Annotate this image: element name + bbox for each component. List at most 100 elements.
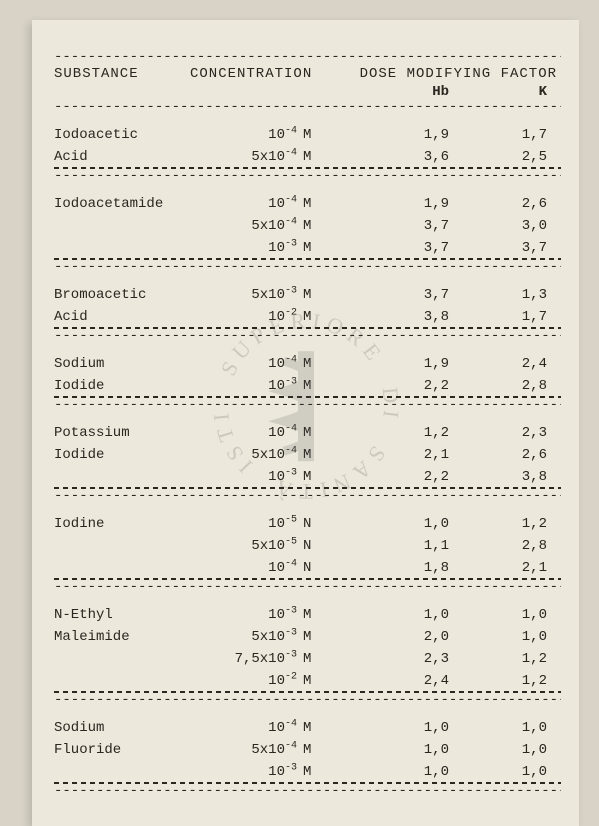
cell-k: 1,0: [467, 761, 553, 783]
table-row: Acid10-2M3,81,7: [54, 306, 561, 329]
cell-hb: 1,1: [331, 535, 467, 557]
cell-unit: M: [297, 306, 331, 328]
document-page: ----------------------------------------…: [32, 20, 579, 826]
cell-concentration: 10-3: [182, 237, 297, 259]
table-header-row: SUBSTANCE CONCENTRATION DOSE MODIFYING F…: [54, 64, 561, 84]
cell-k: 2,6: [467, 193, 553, 215]
cell-concentration: 7,5x10-3: [182, 648, 297, 670]
rule-group: ----------------------------------------…: [54, 398, 561, 412]
group-gap: [54, 503, 561, 513]
cell-hb: 3,7: [331, 215, 467, 237]
cell-k: 1,0: [467, 626, 553, 648]
cell-substance: Sodium: [54, 717, 182, 739]
cell-hb: 3,6: [331, 146, 467, 168]
cell-concentration: 10-3: [182, 466, 297, 488]
table-row: 10-4N1,82,1: [54, 557, 561, 580]
table-row: 10-3M3,73,7: [54, 237, 561, 260]
cell-concentration: 5x10-4: [182, 444, 297, 466]
table-row: Iodoacetic10-4M1,91,7: [54, 124, 561, 146]
cell-substance: Iodide: [54, 375, 182, 397]
cell-k: 2,5: [467, 146, 553, 168]
cell-concentration: 10-3: [182, 604, 297, 626]
cell-substance: Potassium: [54, 422, 182, 444]
table-row: Potassium10-4M1,22,3: [54, 422, 561, 444]
cell-concentration: 5x10-4: [182, 146, 297, 168]
cell-hb: 1,0: [331, 717, 467, 739]
cell-hb: 2,0: [331, 626, 467, 648]
rule-group: ----------------------------------------…: [54, 489, 561, 503]
cell-unit: M: [297, 739, 331, 761]
cell-unit: M: [297, 375, 331, 397]
group-gap: [54, 412, 561, 422]
cell-concentration: 10-4: [182, 124, 297, 146]
group-gap: [54, 343, 561, 353]
cell-concentration: 5x10-3: [182, 284, 297, 306]
table-row: Sodium10-4M1,01,0: [54, 717, 561, 739]
cell-unit: M: [297, 761, 331, 783]
table-row: Sodium10-4M1,92,4: [54, 353, 561, 375]
cell-unit: M: [297, 466, 331, 488]
table-row: Iodine10-5N1,01,2: [54, 513, 561, 535]
cell-concentration: 5x10-5: [182, 535, 297, 557]
cell-hb: 3,8: [331, 306, 467, 328]
cell-concentration: 5x10-3: [182, 626, 297, 648]
cell-k: 1,0: [467, 739, 553, 761]
cell-k: 3,8: [467, 466, 553, 488]
col-k: K: [467, 84, 553, 100]
cell-substance: Fluoride: [54, 739, 182, 761]
cell-substance: Iodide: [54, 444, 182, 466]
cell-unit: M: [297, 626, 331, 648]
col-dmf: DOSE MODIFYING FACTOR: [339, 64, 561, 84]
group-gap: [54, 594, 561, 604]
cell-hb: 2,1: [331, 444, 467, 466]
rule-group: ----------------------------------------…: [54, 260, 561, 274]
table-row: Iodide10-3M2,22,8: [54, 375, 561, 398]
cell-concentration: 10-4: [182, 193, 297, 215]
rule-header: ----------------------------------------…: [54, 100, 561, 114]
rule-group: ----------------------------------------…: [54, 580, 561, 594]
cell-k: 2,4: [467, 353, 553, 375]
cell-k: 1,2: [467, 648, 553, 670]
cell-hb: 2,2: [331, 466, 467, 488]
group-gap: [54, 274, 561, 284]
cell-unit: M: [297, 146, 331, 168]
rule-group: ----------------------------------------…: [54, 784, 561, 798]
cell-k: 1,0: [467, 717, 553, 739]
cell-hb: 3,7: [331, 284, 467, 306]
cell-substance: Acid: [54, 146, 182, 168]
cell-hb: 1,9: [331, 193, 467, 215]
table-row: 7,5x10-3M2,31,2: [54, 648, 561, 670]
cell-substance: Iodoacetic: [54, 124, 182, 146]
cell-substance: Sodium: [54, 353, 182, 375]
table-row: Iodoacetamide10-4M1,92,6: [54, 193, 561, 215]
table-row: 10-2M2,41,2: [54, 670, 561, 693]
cell-unit: N: [297, 535, 331, 557]
cell-k: 1,7: [467, 124, 553, 146]
cell-substance: Maleimide: [54, 626, 182, 648]
cell-hb: 1,0: [331, 604, 467, 626]
cell-concentration: 5x10-4: [182, 215, 297, 237]
col-substance: SUBSTANCE: [54, 64, 182, 84]
cell-unit: M: [297, 648, 331, 670]
cell-unit: N: [297, 557, 331, 579]
cell-concentration: 10-4: [182, 717, 297, 739]
cell-unit: M: [297, 422, 331, 444]
cell-concentration: 10-2: [182, 670, 297, 692]
cell-concentration: 10-3: [182, 761, 297, 783]
rule-group: ----------------------------------------…: [54, 693, 561, 707]
cell-hb: 2,4: [331, 670, 467, 692]
cell-k: 2,6: [467, 444, 553, 466]
cell-concentration: 10-5: [182, 513, 297, 535]
group-gap: [54, 114, 561, 124]
rule-group: ----------------------------------------…: [54, 329, 561, 343]
table-row: Fluoride5x10-4M1,01,0: [54, 739, 561, 761]
group-gap: [54, 183, 561, 193]
cell-unit: M: [297, 604, 331, 626]
cell-unit: M: [297, 215, 331, 237]
col-hb: Hb: [331, 84, 467, 100]
cell-k: 1,7: [467, 306, 553, 328]
cell-unit: M: [297, 353, 331, 375]
cell-k: 3,0: [467, 215, 553, 237]
cell-k: 2,1: [467, 557, 553, 579]
table-row: 10-3M2,23,8: [54, 466, 561, 489]
